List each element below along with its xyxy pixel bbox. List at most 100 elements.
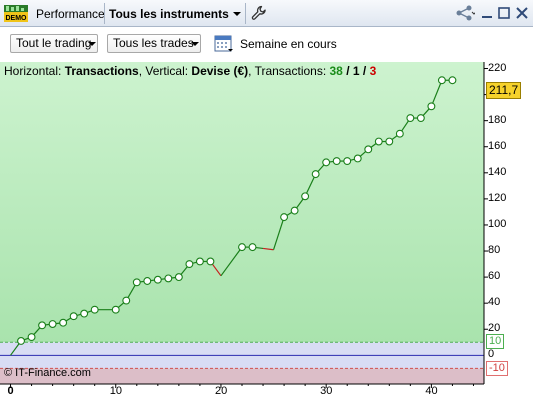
trade-point <box>406 114 415 123</box>
restore-icon[interactable] <box>496 5 512 21</box>
trade-point <box>343 157 352 166</box>
trade-point <box>311 170 320 179</box>
x-tick-label: 10 <box>109 385 122 397</box>
lower-threshold-label: -10 <box>486 361 508 376</box>
trade-point <box>427 102 436 111</box>
demo-logo-text: DEMO <box>6 15 28 22</box>
trade-point <box>164 274 173 283</box>
calendar-icon[interactable] <box>214 33 234 53</box>
close-icon[interactable] <box>514 5 530 21</box>
x-tick-label: 20 <box>214 385 228 397</box>
trade-point <box>322 158 331 167</box>
share-icon[interactable] <box>455 5 475 21</box>
y-tick-label: 180 <box>488 113 507 126</box>
horizontal-label: Horizontal: <box>4 64 65 78</box>
trade-markers <box>17 76 457 345</box>
transactions-losses: 3 <box>369 64 377 78</box>
trade-point <box>280 213 289 222</box>
trade-point <box>59 318 68 327</box>
chart-info: Horizontal: Transactions, Vertical: Devi… <box>4 64 376 78</box>
trade-point <box>290 206 299 215</box>
credit-text: © IT-Finance.com <box>4 367 91 379</box>
trade-point <box>195 257 204 266</box>
trade-point <box>185 260 194 269</box>
minimize-icon[interactable] <box>479 5 495 21</box>
trade-point <box>374 137 383 146</box>
separator <box>104 3 105 24</box>
x-tick-label: 0 <box>7 385 14 397</box>
demo-logo-icon: DEMO <box>4 5 28 22</box>
current-value-badge: 211,7 <box>486 82 522 99</box>
tab-performance[interactable]: Performance <box>36 7 105 21</box>
toolbar: Tout le trading Tous les trades Semaine … <box>0 27 533 61</box>
series-segment <box>430 80 443 107</box>
trades-dropdown-label: Tous les trades <box>113 36 194 50</box>
slash: / <box>342 64 353 78</box>
y-tick-label: 80 <box>488 244 501 257</box>
horizontal-value: Transactions <box>64 64 139 78</box>
trade-point <box>248 243 257 252</box>
chevron-down-icon <box>88 42 96 46</box>
trade-point <box>437 76 446 85</box>
title-bar: DEMO Performance Tous les instruments <box>0 0 533 27</box>
zero-label: 0 <box>488 348 495 360</box>
x-ticks <box>10 384 474 388</box>
trade-point <box>122 296 131 305</box>
equity-chart[interactable] <box>0 61 533 401</box>
x-tick-label: 30 <box>320 385 333 397</box>
trade-point <box>332 157 341 166</box>
trade-point <box>353 154 362 163</box>
trade-point <box>174 273 183 282</box>
positive-zone <box>0 62 484 343</box>
trade-point <box>206 257 215 266</box>
transactions-neutral: 1 <box>352 64 360 78</box>
trade-point <box>448 76 457 85</box>
y-tick-label: 60 <box>488 270 501 283</box>
trade-point <box>27 333 36 342</box>
chevron-down-icon <box>191 42 199 46</box>
slash: / <box>359 64 370 78</box>
y-tick-label: 120 <box>488 191 507 204</box>
chevron-down-icon[interactable] <box>233 12 241 16</box>
y-tick-label: 160 <box>488 139 507 152</box>
separator <box>245 3 246 24</box>
trade-point <box>132 278 141 287</box>
trade-point <box>90 305 99 314</box>
trade-point <box>238 243 246 252</box>
x-tick-label: 40 <box>425 385 438 397</box>
trades-dropdown[interactable]: Tous les trades <box>107 34 201 53</box>
trade-point <box>69 312 78 321</box>
instruments-dropdown[interactable]: Tous les instruments <box>109 7 229 21</box>
negative-zone <box>0 368 484 384</box>
trade-point <box>301 192 310 201</box>
y-tick-label: 140 <box>488 165 507 178</box>
trade-point <box>153 275 162 284</box>
series-segment <box>272 216 285 250</box>
trade-point <box>385 137 394 146</box>
trade-point <box>395 129 404 138</box>
y-tick-label: 40 <box>488 296 501 309</box>
trade-point <box>17 337 25 345</box>
trading-dropdown[interactable]: Tout le trading <box>10 34 98 53</box>
period-label: Semaine en cours <box>240 37 337 51</box>
vertical-value: Devise (€) <box>191 64 249 78</box>
trade-point <box>143 277 152 285</box>
y-ticks <box>484 68 488 330</box>
trade-point <box>38 321 47 330</box>
trade-point <box>111 305 120 314</box>
trade-point <box>80 309 89 318</box>
trade-point <box>48 320 57 328</box>
transactions-label: , Transactions: <box>248 64 330 78</box>
y-tick-label: 20 <box>488 322 501 335</box>
trading-dropdown-label: Tout le trading <box>16 36 92 50</box>
y-tick-label: 100 <box>488 217 507 230</box>
trade-point <box>416 114 425 123</box>
vertical-label: , Vertical: <box>138 64 192 78</box>
series-segment <box>304 173 317 197</box>
transactions-total: 38 <box>329 64 343 78</box>
y-tick-label: 220 <box>488 61 507 74</box>
series-segment <box>262 247 274 251</box>
trade-point <box>364 145 373 154</box>
wrench-icon[interactable] <box>251 5 267 21</box>
upper-threshold-label: 10 <box>486 334 505 349</box>
